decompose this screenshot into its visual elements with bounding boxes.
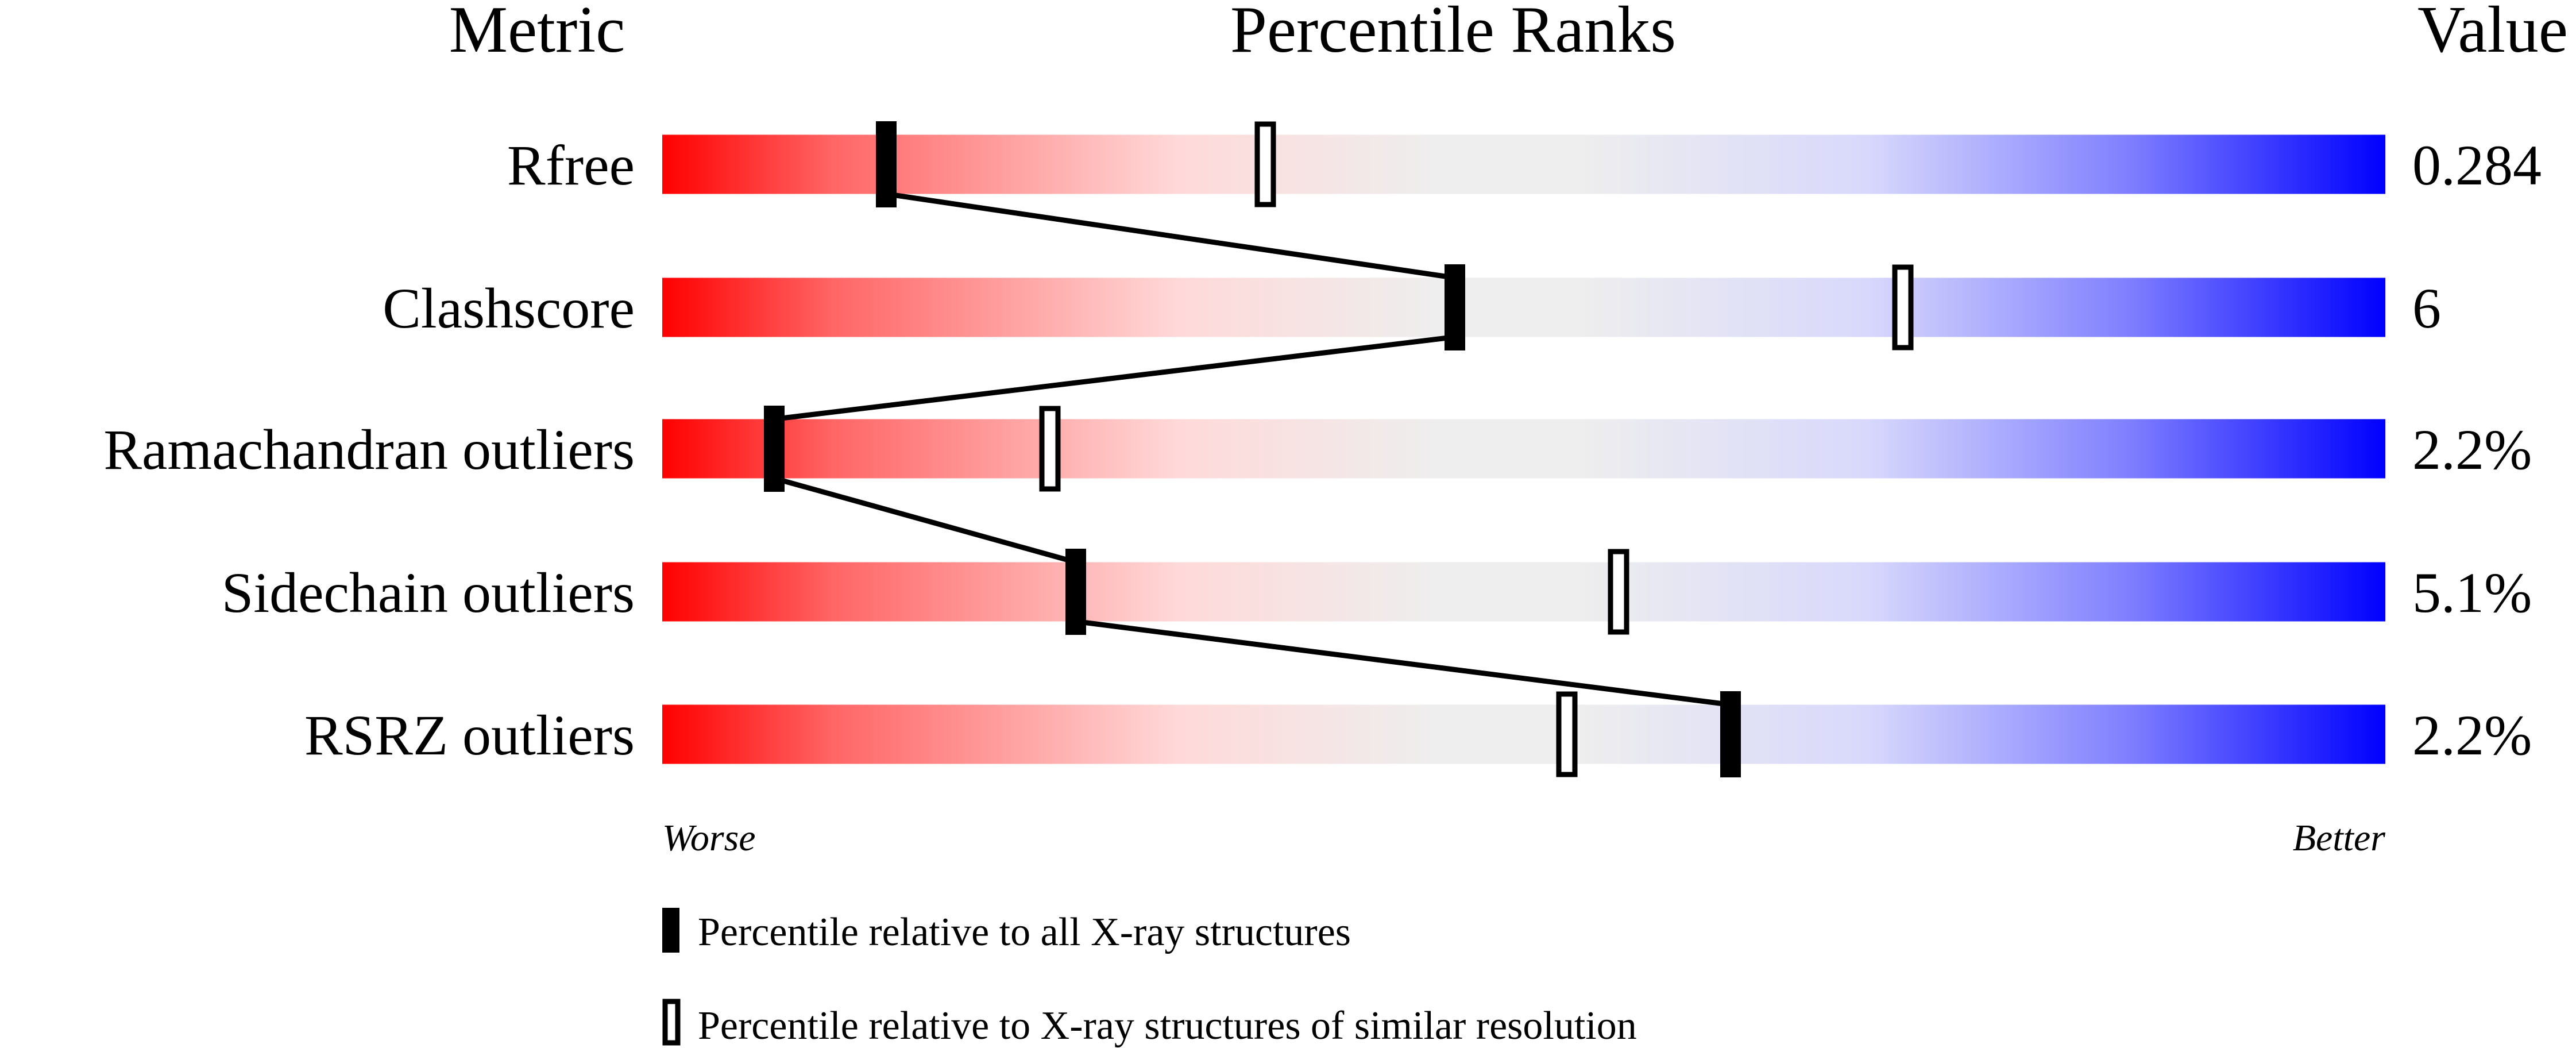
- percentile-all-marker: [876, 121, 897, 207]
- header-percentile-ranks: Percentile Ranks: [1230, 0, 1676, 66]
- percentile-all-marker: [1065, 549, 1086, 635]
- axis-label-better: Better: [2293, 817, 2386, 859]
- metric-label: Clashscore: [383, 276, 635, 340]
- percentile-similar-marker: [1556, 691, 1578, 777]
- legend-all: Percentile relative to all X-ray structu…: [698, 910, 1351, 954]
- metric-label: Ramachandran outliers: [103, 418, 635, 481]
- metric-label: Rfree: [507, 133, 635, 197]
- connector-line: [1075, 619, 1731, 707]
- metric-value: 6: [2412, 276, 2441, 340]
- metric-value: 5.1%: [2412, 561, 2532, 625]
- percentile-similar-marker: [1608, 549, 1629, 635]
- connector-line: [774, 334, 1455, 422]
- percentile-similar-marker: [1039, 406, 1061, 492]
- percentile-all-marker: [1445, 264, 1465, 350]
- percentile-similar-marker: [1254, 121, 1276, 207]
- metric-label: RSRZ outliers: [304, 703, 635, 767]
- metric-value: 2.2%: [2412, 418, 2532, 481]
- percentile-similar-marker: [1892, 264, 1914, 350]
- axis-label-worse: Worse: [662, 817, 756, 859]
- percentile-bar: [662, 278, 2385, 337]
- percentile-bar: [662, 562, 2385, 622]
- percentile-all-marker: [764, 406, 785, 492]
- metric-value: 2.2%: [2412, 703, 2532, 767]
- percentile-bar: [662, 419, 2385, 479]
- header-value: Value: [2417, 0, 2568, 66]
- legend-similar: Percentile relative to X-ray structures …: [698, 1004, 1637, 1048]
- metric-label: Sidechain outliers: [222, 561, 635, 625]
- percentile-bar: [662, 704, 2385, 764]
- connector-line: [773, 476, 1077, 565]
- legend-filled-marker: [662, 908, 679, 953]
- header-metric: Metric: [449, 0, 625, 66]
- connector-line: [886, 191, 1455, 280]
- metric-value: 0.284: [2412, 133, 2542, 197]
- percentile-bar: [662, 134, 2385, 194]
- percentile-all-marker: [1720, 691, 1741, 777]
- legend-open-marker: [662, 999, 681, 1046]
